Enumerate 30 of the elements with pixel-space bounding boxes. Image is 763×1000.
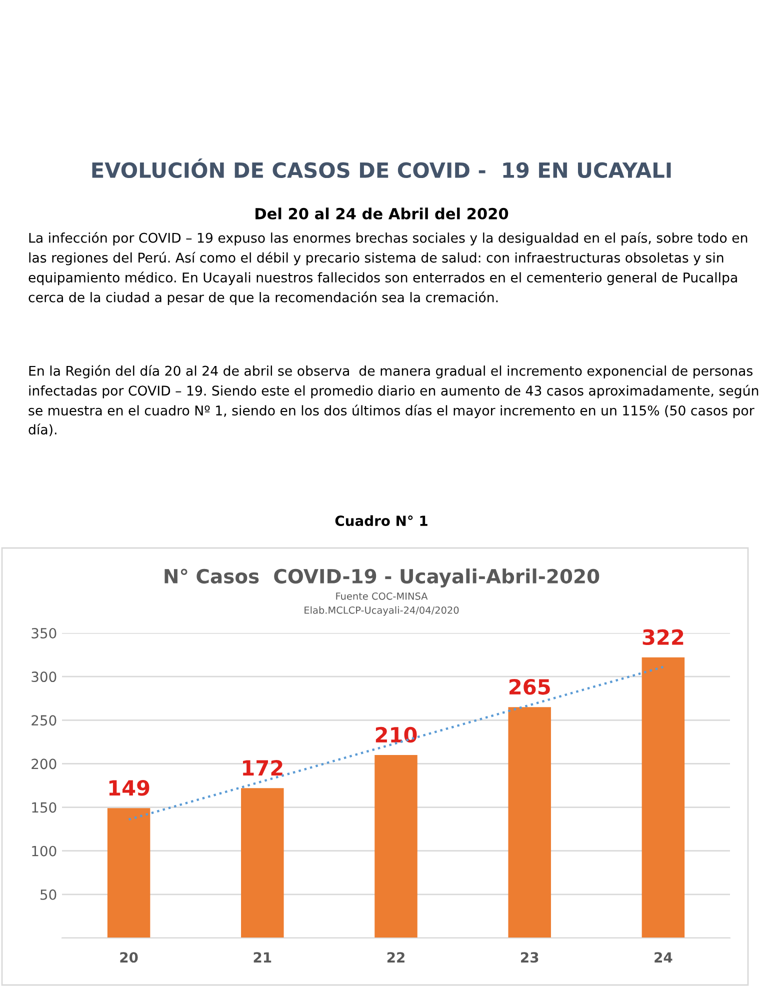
data-label: 210 (376, 726, 417, 743)
data-label: 149 (109, 780, 150, 796)
chart-subtitle: Del 20 al 24 de Abril del 2020 (256, 208, 508, 220)
data-label: 322 (642, 629, 684, 646)
x-tick-label: 23 (521, 952, 538, 963)
x-tick-label: 22 (387, 952, 404, 962)
bar (374, 755, 418, 938)
y-tick-label: 200 (32, 758, 56, 770)
bar (642, 657, 685, 938)
bar (107, 808, 150, 938)
bar (508, 707, 551, 938)
chart-title: EVOLUCIÓN DE CASOS DE COVID - 19 EN UCAYALI (92, 158, 671, 178)
text: N° Casos COVID-19 - Ucayali-Abril-2020 (164, 568, 600, 588)
text: Elab.MCLCP-Ucayali-24/04/2020 (304, 606, 459, 616)
y-tick-label: 150 (32, 802, 56, 813)
x-tick-label: 24 (654, 952, 672, 962)
bar (241, 788, 284, 938)
x-tick-label: 20 (120, 952, 138, 963)
data-label: 265 (510, 678, 550, 695)
y-tick-label: 250 (32, 715, 56, 726)
source-note: Fuente COC-MINSA (336, 592, 428, 600)
y-tick-label: 350 (32, 628, 56, 638)
data-label: 172 (243, 760, 282, 776)
text: En la Región del día 20 al 24 de abril se observa de manera gradual el incremento exponencial de personas infectadas por COVID – 19. Siendo este el promedio diario en aumento de 43 casos aproximadamente, según se muestra en el cuadro Nº 1, siendo en los dos últimos días el mayor incremento en un 115% (50 casos por día). (28, 365, 758, 436)
y-tick-label: 300 (32, 672, 56, 682)
y-tick-label: 50 (40, 889, 56, 900)
text: Cuadro N° 1 (335, 515, 428, 526)
y-tick-label: 100 (32, 846, 56, 856)
text: La infección por COVID – 19 expuso las enormes brechas sociales y la desigualdad en el país, sobre todo en las regiones del Perú. Así como el débil y precario sistema de salud: con infraestructuras obsoletas y sin equipamiento médico. En Ucayali nuestros fallecidos son enterrados en el cementerio general de Pucallpa cerca de la ciudad a pesar de que la recomendación sea la cremación. (28, 232, 748, 305)
x-tick-label: 21 (254, 952, 272, 962)
